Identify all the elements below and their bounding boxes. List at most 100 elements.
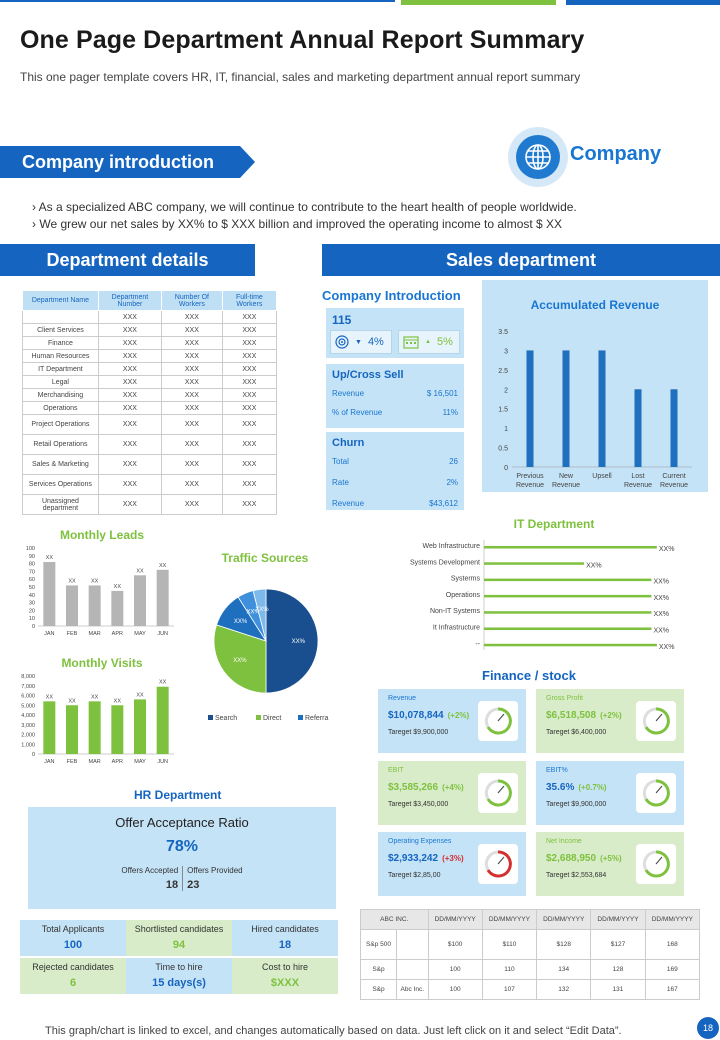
- data-label: XX: [91, 694, 99, 700]
- table-cell: S&p: [360, 979, 397, 1000]
- hr-stat-value: 100: [63, 939, 83, 951]
- table-cell: XXX: [97, 494, 163, 515]
- finance-value: 35.6% (+0.7%): [546, 782, 674, 793]
- table-cell: XXX: [97, 454, 163, 475]
- table-cell: XXX: [97, 349, 163, 363]
- globe-icon: [508, 127, 568, 187]
- finance-target: Tareget $3,450,000: [388, 800, 449, 808]
- finance-value: $6,518,508 (+2%): [546, 710, 674, 721]
- data-label: XX: [136, 568, 144, 574]
- table-row: S&p 500 $100 $110 $128 $127 168: [360, 929, 701, 960]
- hr-stat-label: Cost to hire: [261, 962, 309, 972]
- table-cell: XXX: [161, 310, 223, 324]
- hr-stat: Cost to hire $XXX: [232, 958, 338, 994]
- table-cell: Legal: [22, 375, 99, 389]
- table-cell: XXX: [221, 401, 278, 415]
- gauge-icon: [636, 772, 676, 813]
- offer-pct: 78%: [165, 838, 199, 855]
- y-tick-label: 0: [32, 752, 35, 758]
- value-text: $2,688,950: [546, 853, 597, 865]
- x-tick-label: JUN: [157, 759, 168, 765]
- x-tick-label: Revenue: [660, 482, 688, 489]
- hr-stat-value: 6: [69, 977, 77, 989]
- upcross-revenue: Revenue $ 16,501: [332, 389, 458, 398]
- finance-target: Tareget $6,400,000: [546, 729, 607, 736]
- table-cell: 100: [427, 959, 483, 980]
- table-cell: XXX: [221, 454, 278, 475]
- table-cell: XXX: [97, 310, 163, 324]
- churn-total: Total 26: [332, 457, 458, 466]
- page-title: One Page Department Annual Report Summar…: [20, 26, 585, 54]
- offers-accepted: Offers Accepted 18: [121, 866, 184, 891]
- table-cell: 131: [590, 979, 646, 1000]
- table-cell: XXX: [221, 414, 278, 435]
- bar: [66, 705, 78, 754]
- value-text: $2,933,242: [388, 853, 439, 865]
- offers-provided: Offers Provided 23: [183, 866, 242, 891]
- table-cell: XXX: [161, 454, 223, 475]
- table-cell: 100: [427, 979, 483, 1000]
- sales-department-heading: Sales department: [322, 244, 720, 276]
- sales-intro-title: Company Introduction: [322, 288, 461, 303]
- finance-cards: Revenue $10,078,844 (+2%) Tareget $9,900,00…: [378, 689, 686, 897]
- churn-revenue: Revenue $43,612: [332, 499, 458, 508]
- table-row: Finance XXX XXX XXX: [22, 336, 278, 350]
- table-cell: [22, 310, 99, 324]
- bar: [111, 590, 124, 626]
- data-label: XX%: [659, 644, 675, 651]
- upcross-panel: Up/Cross Sell Revenue $ 16,501 % of Reven…: [326, 364, 464, 428]
- stat-label: Offers Provided: [187, 866, 243, 875]
- table-cell: [396, 929, 429, 960]
- data-label: XX: [159, 680, 167, 686]
- table-row: Unassigned department XXX XXX XXX: [22, 494, 278, 515]
- legend-label: Search: [215, 715, 237, 722]
- top-rule: [0, 0, 395, 2]
- table-cell: IT Department: [22, 362, 99, 376]
- accumulated-revenue-panel: Accumulated Revenue 0 0.5 1 1.5 2 2.5 3 3.5 Previ…: [482, 280, 708, 492]
- table-cell: 169: [644, 959, 701, 980]
- bar: [88, 585, 101, 626]
- data-label: XX%: [233, 658, 247, 664]
- table-row: S&p Abc Inc. 100 107 132 131 167: [360, 979, 701, 1000]
- table-cell: [396, 959, 429, 980]
- finance-target: Tareget $2,553,684: [546, 872, 607, 880]
- table-cell: XXX: [161, 375, 223, 389]
- column-header: Department Name: [22, 290, 99, 311]
- y-tick-label: 100: [26, 546, 35, 552]
- table-cell: $110: [481, 929, 538, 960]
- hr-heading: HR Department: [134, 788, 222, 802]
- table-cell: XXX: [221, 375, 278, 389]
- table-cell: Operations: [22, 401, 99, 415]
- hr-stat: Hired candidates 18: [232, 920, 338, 956]
- data-label: XX: [46, 694, 54, 700]
- page-number: 18: [697, 1017, 719, 1039]
- table-cell: XXX: [97, 362, 163, 376]
- table-cell: $128: [536, 929, 592, 960]
- data-label: XX%: [255, 607, 269, 613]
- y-tick-label: 2: [504, 387, 508, 394]
- bar: [111, 705, 124, 754]
- table-cell: 107: [481, 979, 538, 1000]
- bar: [43, 701, 56, 754]
- table-cell: XXX: [221, 310, 278, 324]
- data-label: XX%: [653, 579, 669, 586]
- y-tick-label: 10: [29, 616, 35, 622]
- y-tick-label: 30: [29, 601, 35, 607]
- table-cell: XXX: [221, 349, 278, 363]
- churn-rate: Rate 2%: [332, 478, 458, 487]
- data-label: XX%: [586, 562, 602, 569]
- table-cell: XXX: [97, 375, 163, 389]
- x-tick-label: Current: [662, 473, 685, 480]
- data-label: XX: [114, 584, 122, 590]
- finance-label: Net Income: [546, 838, 582, 846]
- offer-acceptance-panel: Offer Acceptance Ratio 78% Offers Accept…: [28, 807, 336, 909]
- hr-stat: Rejected candidates 6: [20, 958, 126, 994]
- column-header: DD/MM/YYYY: [644, 909, 701, 930]
- y-tick-label: 90: [29, 554, 35, 560]
- table-cell: XXX: [161, 323, 223, 337]
- x-tick-label: JUN: [157, 631, 168, 637]
- company-intro-bullets: As a specialized ABC company, we will co…: [32, 199, 577, 233]
- top-accent-blue: [566, 0, 720, 5]
- table-row: Merchandising XXX XXX XXX: [22, 388, 278, 402]
- legend-swatch: [208, 715, 213, 720]
